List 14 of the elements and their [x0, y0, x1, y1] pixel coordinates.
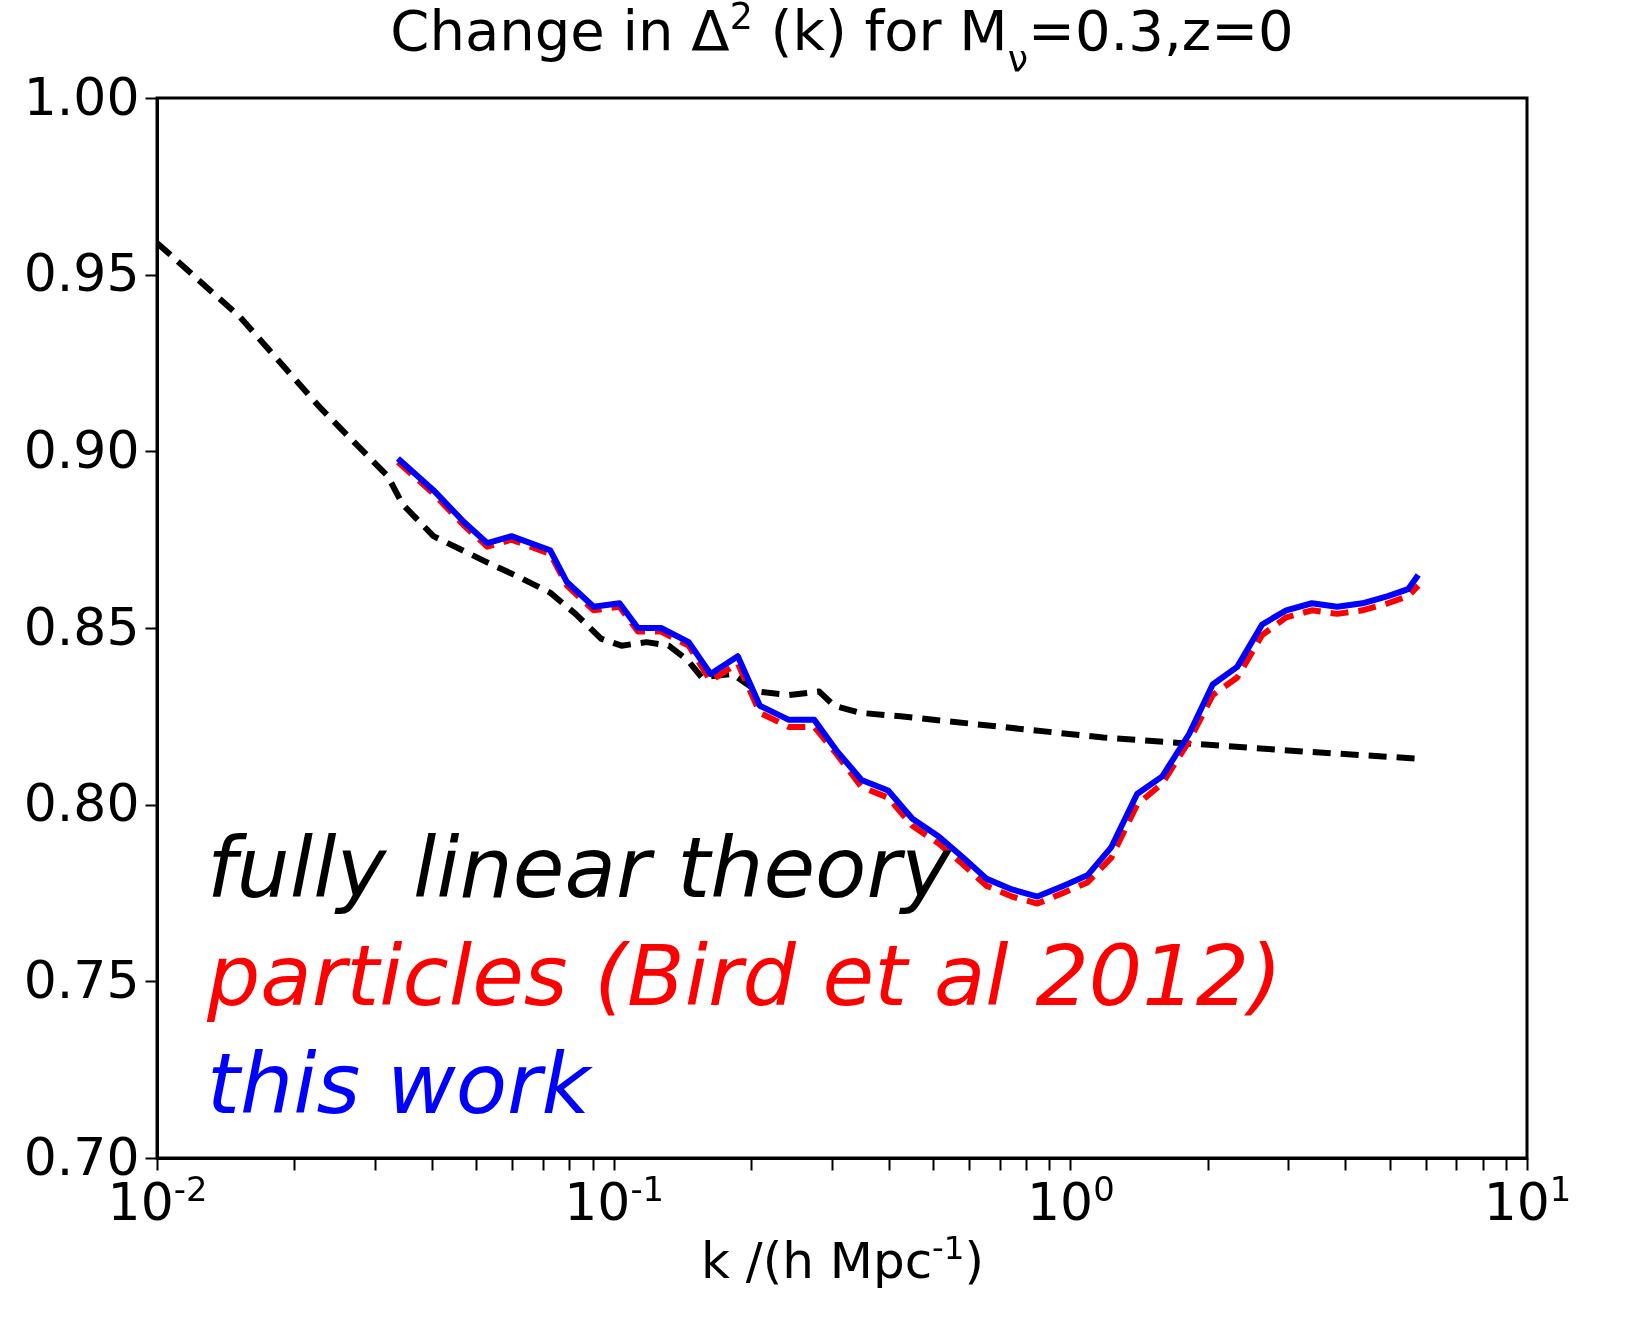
text: particles (Bird et al 2012) — [206, 927, 1282, 1025]
series-label: fully linear theory — [207, 819, 952, 917]
y-tick-label: 0.90 — [23, 419, 140, 480]
y-tick-label: 0.80 — [23, 773, 140, 834]
x-tick-label: 10$^{-1}$ — [564, 1169, 665, 1232]
y-tick-label: 1.00 — [23, 66, 140, 127]
x-tick-label: 10$^{1}$ — [1483, 1169, 1572, 1232]
x-axis-title: k /(h Mpc$^{-1}$) — [700, 1228, 985, 1290]
y-tick-label: 0.85 — [23, 596, 140, 657]
y-tick-label: 0.95 — [23, 243, 140, 304]
x-tick-label: 10$^{0}$ — [1026, 1169, 1115, 1232]
y-tick-label: 0.75 — [23, 949, 140, 1010]
chart-title: Change in Δ$^{2}$ (k) for M$_{ν}$=0.3,z=0 — [390, 0, 1294, 81]
text: this work — [207, 1035, 594, 1133]
